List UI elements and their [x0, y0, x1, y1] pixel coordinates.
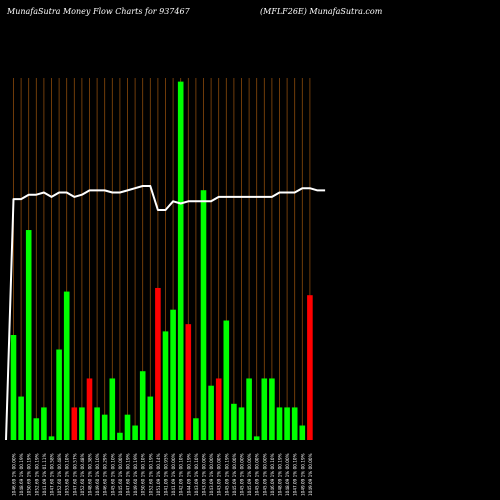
- money-flow-bar: [109, 378, 116, 440]
- x-tick-label: 1048.09 1% 00.19%: [278, 453, 283, 496]
- x-tick-label: 1052.60 1% 00.19%: [148, 453, 153, 496]
- money-flow-bar: [177, 81, 184, 441]
- x-tick-label: 1042.09 1% 00.10%: [179, 453, 184, 496]
- x-tick-label: 1045.09 1% 00.00%: [255, 453, 260, 496]
- x-tick-label: 1049.60 1% 00.10%: [95, 453, 100, 496]
- x-tick-label: 1045.09 1% 00.00%: [247, 453, 252, 496]
- money-flow-bar: [193, 418, 199, 440]
- x-tick-label: 1043.09 1% 00.00%: [217, 453, 222, 496]
- money-flow-bar: [41, 407, 47, 440]
- chart-title: MunafaSutra Money Flow Charts for 937467: [7, 7, 190, 16]
- money-flow-bar: [170, 309, 176, 440]
- money-flow-bar: [147, 396, 154, 440]
- x-tick-label: 1043.09 1% 00.10%: [194, 453, 199, 496]
- price-line: [5, 185, 326, 441]
- x-tick-label: 1047.60 1% 00.58%: [50, 453, 55, 496]
- x-tick-label: 1046.09 1% 00.10%: [270, 453, 275, 496]
- x-tick-label: 1050.69 1% 00.19%: [27, 453, 32, 496]
- x-tick-label: 1043.09 1% 00.00%: [209, 453, 214, 496]
- money-flow-bar: [71, 407, 78, 440]
- money-flow-bar: [48, 436, 55, 440]
- money-flow-bar: [284, 407, 290, 440]
- money-flow-bar: [185, 324, 192, 440]
- x-tick-label: 1052.60 1% 00.48%: [57, 453, 62, 496]
- x-tick-label: 1041.09 1% 01.11%: [42, 453, 47, 496]
- x-tick-label: 1048.09 1% 00.00%: [285, 453, 290, 496]
- x-tick-label: 1052.69 1% 00.19%: [34, 453, 39, 496]
- x-tick-label: 1045.60 1% 00.10%: [110, 453, 115, 496]
- x-tick-label: 1045.09 1% 00.00%: [262, 453, 267, 496]
- money-flow-bar: [299, 425, 306, 440]
- x-tick-label: 1050.60 1% 00.10%: [141, 453, 146, 496]
- money-flow-bar: [117, 432, 123, 440]
- money-flow-bar: [231, 403, 237, 440]
- x-tick-label: 1053.60 1% 00.10%: [65, 453, 70, 496]
- money-flow-bar: [246, 378, 252, 440]
- x-tick-label: 1046.60 1% 00.29%: [103, 453, 108, 496]
- money-flow-bar: [155, 287, 161, 440]
- x-tick-label: 1047.60 1% 00.19%: [126, 453, 131, 496]
- money-flow-bar: [10, 335, 17, 440]
- x-tick-label: 1045.09 1% 00.19%: [224, 453, 229, 496]
- x-tick-label: 1049.60 1% 00.19%: [133, 453, 138, 496]
- money-flow-bar: [253, 436, 260, 440]
- x-tick-label: 1041.09 1% 00.00%: [171, 453, 176, 496]
- money-flow-bar: [79, 407, 85, 440]
- x-tick-label: 1045.09 1% 00.00%: [240, 453, 245, 496]
- price-line-layer: [5, 185, 326, 441]
- money-flow-bar: [261, 378, 268, 440]
- money-flow-bar: [124, 414, 131, 440]
- money-flow-bar: [307, 295, 313, 440]
- money-flow-bar: [215, 378, 222, 440]
- money-flow-bar: [139, 371, 146, 440]
- x-tick-label: 1045.60 1% 00.00%: [118, 453, 123, 496]
- money-flow-bars: [10, 81, 313, 441]
- x-tick-label: 1047.60 1% 00.57%: [72, 453, 77, 496]
- money-flow-bar: [86, 378, 93, 440]
- money-flow-bar: [56, 349, 62, 440]
- money-flow-bar: [162, 331, 169, 440]
- money-flow-bar: [18, 396, 24, 440]
- x-tick-label: 1051.09 1% 00.14%: [156, 453, 161, 496]
- x-tick-label: 1044.09 1% 00.19%: [186, 453, 191, 496]
- money-flow-bar: [33, 418, 40, 440]
- money-flow-bar: [223, 320, 230, 440]
- money-flow-bar: [276, 407, 283, 440]
- x-axis-tick-labels: 1046.69 1% 00.00% 1048.69 1% 00.19% 1050.6…: [12, 453, 313, 496]
- money-flow-bar: [94, 407, 100, 440]
- money-flow-bar: [291, 407, 298, 440]
- money-flow-bar: [269, 378, 275, 440]
- money-flow-bar: [63, 291, 70, 440]
- x-tick-label: 1052.60 1% 00.48%: [80, 453, 85, 496]
- x-tick-label: 1041.09 1% 00.95%: [164, 453, 169, 496]
- money-flow-bar: [25, 230, 32, 440]
- x-tick-label: 1047.09 1% 00.10%: [293, 453, 298, 496]
- x-tick-label: 1046.69 1% 00.00%: [12, 453, 17, 496]
- x-tick-label: 1045.09 1% 00.00%: [232, 453, 237, 496]
- x-tick-label: 1048.69 1% 00.19%: [19, 453, 24, 496]
- money-flow-bar: [132, 425, 138, 440]
- money-flow-bar: [101, 414, 108, 440]
- x-tick-label: 1043.09 1% 00.00%: [202, 453, 207, 496]
- money-flow-bar: [208, 385, 214, 440]
- money-flow-bar: [238, 407, 245, 440]
- x-tick-label: 1049.09 1% 00.19%: [300, 453, 305, 496]
- money-flow-bar: [200, 190, 207, 440]
- x-tick-label: 1049.09 1% 00.00%: [308, 453, 313, 496]
- x-tick-label: 1048.60 1% 00.38%: [88, 453, 93, 496]
- chart-subtitle: (MFLF26E) MunafaSutra.com: [260, 7, 383, 16]
